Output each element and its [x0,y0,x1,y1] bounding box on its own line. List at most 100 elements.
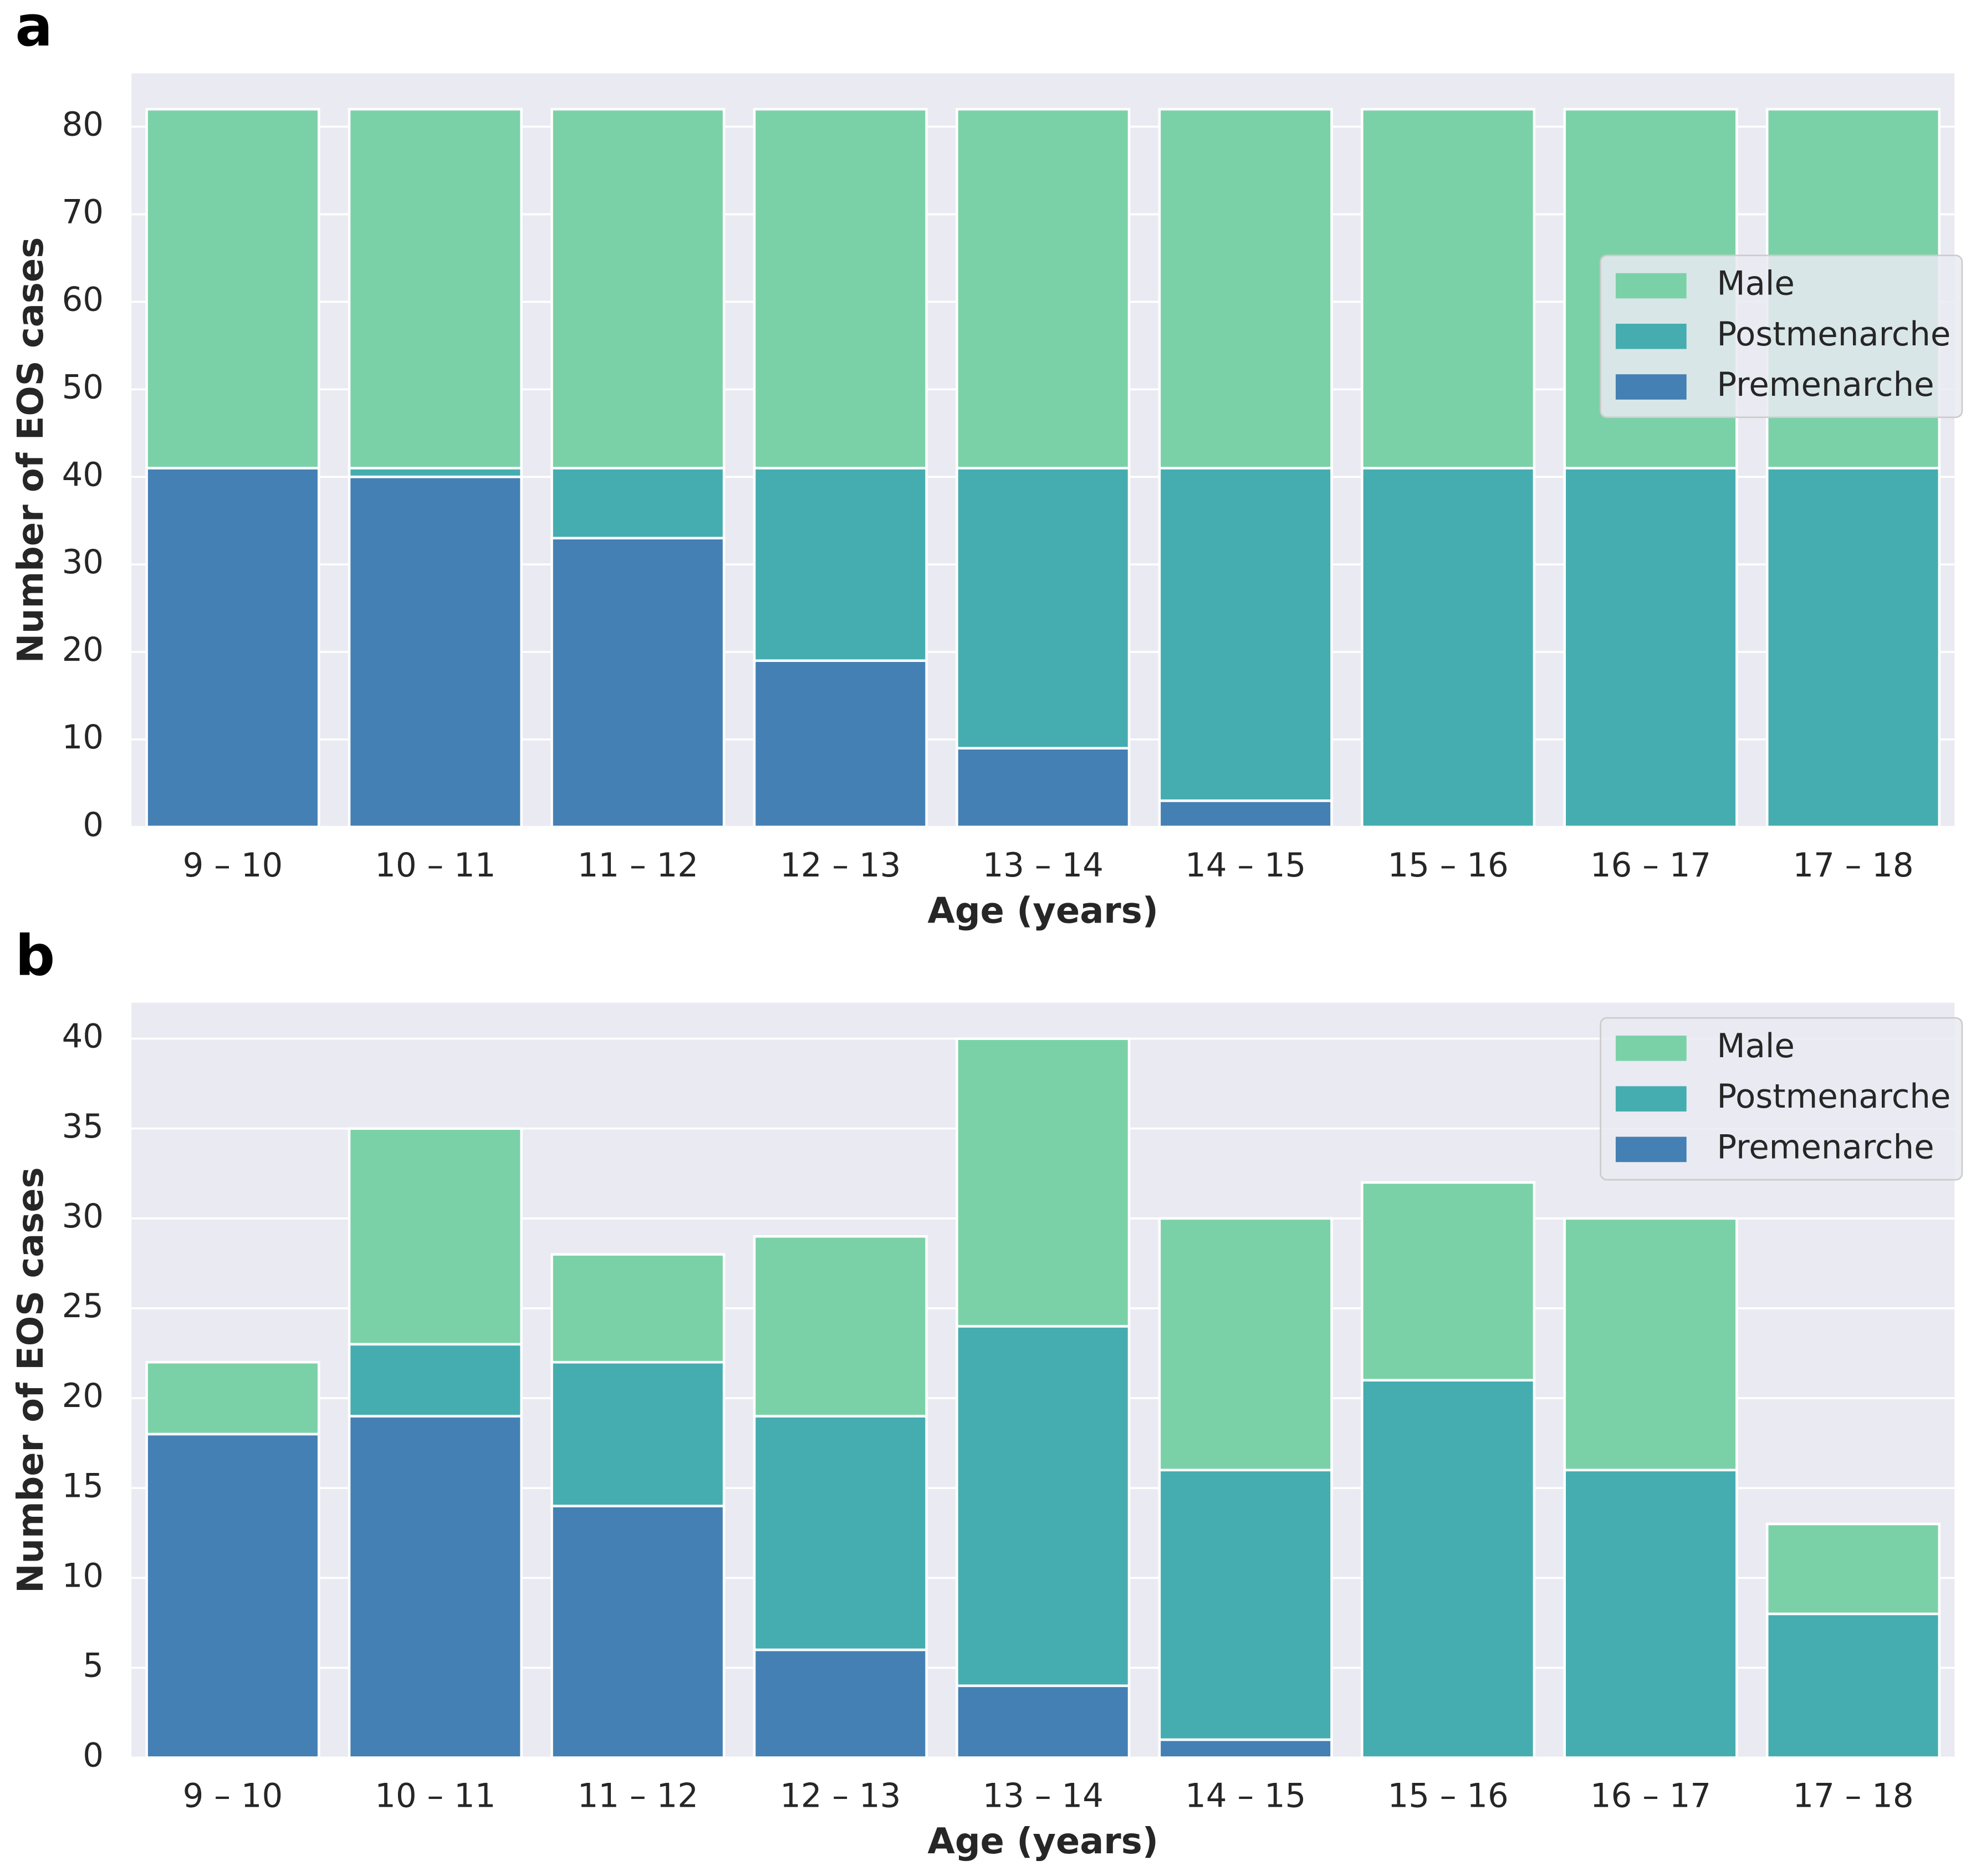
legend-label: Postmenarche [1717,1077,1951,1115]
y-axis-label: Number of EOS cases [11,1167,52,1593]
legend-box [1600,254,1963,419]
bar-segment [145,1433,320,1759]
bar-segment [1158,1469,1333,1741]
y-tick-label: 30 [62,543,104,581]
y-tick-label: 25 [62,1287,104,1325]
panel-label: a [15,0,53,59]
bar-segment [1158,799,1333,829]
bar-segment [956,747,1131,829]
x-tick-label: 10 – 11 [375,846,496,884]
bar-segment [1361,1379,1536,1759]
legend-label: Male [1717,1027,1794,1065]
legend-box [1600,1017,1963,1181]
y-tick-label: 70 [62,193,104,231]
x-tick-label: 17 – 18 [1793,1777,1913,1815]
bar-segment [1361,108,1536,470]
bar-segment [550,1253,726,1364]
bar-segment [550,108,726,470]
y-tick-label: 40 [62,1017,104,1056]
y-tick-label: 50 [62,368,104,406]
bar-segment [550,467,726,539]
legend-label: Premenarche [1717,365,1934,404]
bar-segment [956,1037,1131,1328]
x-tick-label: 17 – 18 [1793,846,1913,884]
bar-segment [1361,1181,1536,1381]
bar-segment [1361,467,1536,829]
bar-segment [1158,1217,1333,1472]
bar-segment [956,1325,1131,1688]
y-tick-label: 80 [62,105,104,144]
chart-panel: b 0 5 10 15 20 25 30 35 40 9 – 10 10 – 11 11 – 12 12 … [11,924,1963,1862]
bar-segment [348,1127,523,1346]
x-tick-label: 9 – 10 [183,846,283,884]
x-tick-label: 15 – 16 [1387,846,1508,884]
panel-label: b [15,924,55,988]
x-tick-label: 12 – 13 [780,1777,901,1815]
bar-segment [753,467,928,662]
y-tick-label: 0 [83,1736,104,1775]
legend-label: Premenarche [1717,1128,1934,1166]
bar-segment [550,1360,726,1507]
bar-segment [1158,108,1333,470]
bar-segment [956,1684,1131,1759]
bar-segment [753,659,928,829]
x-axis-label: Age (years) [927,890,1158,931]
bar-segment [550,1505,726,1759]
bar-segment [1765,1612,1941,1759]
y-tick-label: 30 [62,1197,104,1235]
bar-segment [145,467,320,829]
y-tick-label: 20 [62,1377,104,1415]
bar-segment [956,108,1131,470]
y-axis-label: Number of EOS cases [11,237,52,664]
bar-segment [348,467,523,478]
bar-segment [1765,1522,1941,1615]
x-tick-label: 16 – 17 [1590,1777,1711,1815]
bar-segment [1765,467,1941,829]
x-tick-label: 13 – 14 [983,1777,1104,1815]
bar-segment [145,108,320,470]
x-tick-label: 12 – 13 [780,846,901,884]
bar-segment [145,1360,320,1436]
bar-segment [1158,467,1333,802]
bar-segment [348,1343,523,1418]
bar-segment [753,1235,928,1418]
legend-swatch [1615,1086,1687,1112]
bar-segment [753,1415,928,1651]
x-tick-label: 14 – 15 [1185,1777,1306,1815]
y-tick-label: 15 [62,1466,104,1505]
y-tick-label: 10 [62,718,104,756]
x-axis-label: Age (years) [927,1821,1158,1862]
bar-segment [956,467,1131,750]
chart-panel: a 0 10 20 30 40 50 60 70 80 9 – 10 10 – 11 11 – 12 12… [11,0,1963,931]
x-tick-label: 13 – 14 [983,846,1104,884]
y-tick-label: 0 [83,806,104,844]
legend-swatch [1615,323,1687,349]
bar-segment [1563,467,1738,829]
legend-swatch [1615,1136,1687,1163]
legend-label: Male [1717,264,1794,303]
bar-segment [1563,1217,1738,1472]
y-tick-label: 10 [62,1556,104,1594]
y-tick-label: 60 [62,280,104,318]
y-tick-label: 35 [62,1107,104,1145]
x-tick-label: 14 – 15 [1185,846,1306,884]
bar-segment [348,1415,523,1759]
legend-swatch [1615,374,1687,400]
x-tick-label: 16 – 17 [1590,846,1711,884]
bar-segment [1563,1469,1738,1759]
x-tick-label: 11 – 12 [578,1777,698,1815]
y-tick-label: 40 [62,455,104,493]
legend-label: Postmenarche [1717,315,1951,353]
bar-segment [550,537,726,829]
bar-segment [753,108,928,470]
legend-swatch [1615,273,1687,299]
x-tick-label: 11 – 12 [578,846,698,884]
y-tick-label: 5 [83,1646,104,1685]
legend-swatch [1615,1036,1687,1061]
bar-segment [348,475,523,829]
bar-segment [753,1648,928,1759]
y-tick-label: 20 [62,630,104,669]
x-tick-label: 9 – 10 [183,1777,283,1815]
